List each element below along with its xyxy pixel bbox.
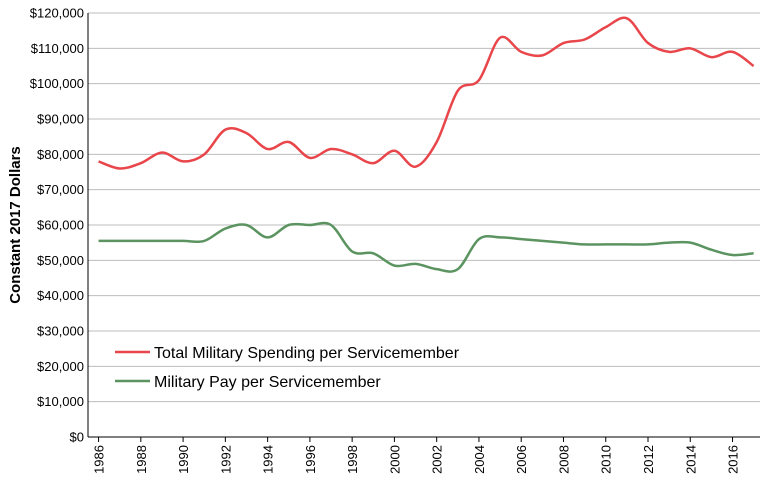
y-tick-label: $100,000 [30, 76, 84, 91]
y-tick-label: $40,000 [37, 288, 84, 303]
x-tick-label: 2002 [430, 445, 445, 474]
x-tick-label: 2006 [514, 445, 529, 474]
x-tick-label: 2012 [641, 445, 656, 474]
x-tick-label: 2008 [556, 445, 571, 474]
x-tick-label: 2004 [472, 445, 487, 474]
y-tick-label: $60,000 [37, 218, 84, 233]
y-tick-label: $70,000 [37, 182, 84, 197]
data-line [98, 221, 754, 273]
y-tick-label: $80,000 [37, 147, 84, 162]
x-tick-label: 1994 [261, 445, 276, 474]
x-tick-label: 2000 [387, 445, 402, 474]
y-axis-label: Constant 2017 Dollars [7, 146, 24, 304]
y-tick-label: $10,000 [37, 394, 84, 409]
x-tick-label: 1992 [218, 445, 233, 474]
y-tick-label: $110,000 [31, 41, 84, 56]
legend-label: Military Pay per Servicemember [154, 374, 381, 391]
x-tick-label: 2014 [683, 445, 698, 474]
y-tick-label: $120,000 [30, 6, 84, 21]
x-tick-label: 1998 [345, 445, 360, 474]
x-tick-label: 1986 [92, 445, 107, 474]
x-tick-label: 2016 [726, 445, 741, 474]
x-tick-label: 2010 [599, 445, 614, 474]
y-tick-label: $90,000 [37, 112, 84, 127]
x-tick-label: 1990 [176, 445, 191, 474]
x-tick-label: 1996 [303, 445, 318, 474]
y-tick-label: $0 [70, 430, 84, 445]
data-line [98, 16, 755, 170]
y-tick-label: $30,000 [37, 324, 84, 339]
y-tick-label: $50,000 [37, 253, 84, 268]
x-tick-label: 1988 [134, 445, 149, 474]
y-tick-label: $20,000 [37, 359, 84, 374]
legend-label: Total Military Spending per Servicemembe… [154, 345, 460, 362]
